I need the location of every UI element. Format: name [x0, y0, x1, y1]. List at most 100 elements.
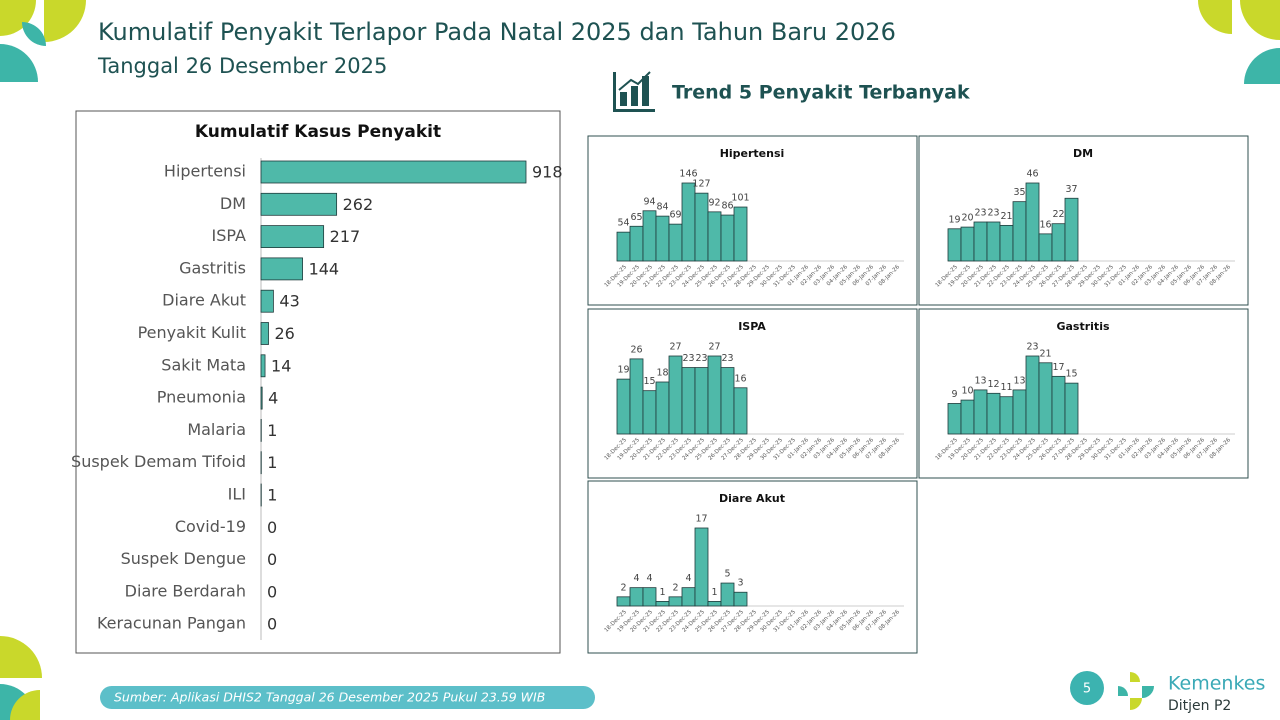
data-label: 17 [695, 514, 707, 525]
y-tick-label: Penyakit Kulit [138, 323, 246, 342]
data-label: 4 [268, 389, 278, 408]
data-label: 23 [721, 353, 733, 364]
chart-title: Hipertensi [720, 147, 785, 160]
data-label: 11 [1000, 382, 1012, 393]
bar [720, 367, 735, 435]
data-label: 19 [948, 214, 960, 225]
bar [694, 367, 709, 435]
bar [1051, 223, 1066, 262]
data-label: 146 [679, 169, 697, 180]
bar [260, 322, 269, 345]
bar [655, 601, 670, 607]
bar [1012, 201, 1027, 262]
bar [260, 257, 303, 281]
data-label: 13 [1013, 375, 1025, 386]
data-label: 16 [1039, 219, 1051, 230]
bar [733, 591, 748, 607]
data-label: 12 [987, 379, 999, 390]
bar [668, 223, 683, 262]
page-badge [1070, 671, 1104, 705]
y-tick-label: Pneumonia [157, 388, 246, 407]
y-tick-label: Suspek Dengue [121, 549, 246, 568]
chart-frame [918, 135, 1249, 306]
logo-name: Kemenkes [1168, 673, 1265, 695]
data-label: 16 [734, 373, 746, 384]
bar [668, 596, 683, 607]
data-label: 144 [309, 259, 340, 278]
chart-title: Gastritis [1056, 320, 1109, 333]
bar [260, 192, 338, 216]
data-label: 13 [974, 375, 986, 386]
bar [960, 226, 975, 262]
data-label: 1 [267, 421, 277, 440]
bar [986, 392, 1001, 435]
y-tick-label: Diare Berdarah [125, 581, 246, 600]
bar [616, 378, 631, 435]
bar [260, 386, 263, 410]
bar [986, 221, 1001, 262]
page-number: 5 [1083, 682, 1091, 697]
data-label: 21 [1039, 348, 1051, 359]
data-label: 27 [708, 342, 720, 353]
bar [1012, 389, 1027, 435]
data-label: 19 [617, 365, 629, 376]
data-label: 0 [267, 518, 277, 537]
data-label: 23 [974, 208, 986, 219]
y-tick-label: ILI [228, 485, 246, 504]
bar [720, 214, 735, 262]
data-label: 18 [656, 368, 668, 379]
trend-icon [613, 71, 655, 112]
chart-frame [587, 308, 918, 479]
logo-mark [1118, 672, 1154, 710]
bar [999, 396, 1014, 435]
data-label: 0 [267, 550, 277, 569]
bar [642, 390, 657, 435]
data-label: 65 [630, 212, 642, 223]
bar [999, 224, 1014, 262]
y-tick-label: Covid-19 [175, 517, 246, 536]
chart-frame [587, 480, 918, 654]
bar [694, 192, 709, 262]
data-label: 23 [695, 353, 707, 364]
data-label: 23 [1026, 342, 1038, 353]
source-pill [100, 686, 595, 709]
bar [733, 387, 748, 435]
bar [616, 596, 631, 607]
data-label: 37 [1065, 184, 1077, 195]
data-label: 17 [1052, 362, 1064, 373]
data-label: 54 [617, 218, 629, 229]
y-tick-label: ISPA [212, 226, 247, 245]
bar [629, 358, 644, 435]
bar [681, 367, 696, 435]
chart-title: Diare Akut [719, 492, 785, 505]
y-tick-label: Keracunan Pangan [97, 614, 246, 633]
data-label: 9 [951, 389, 957, 400]
bar [1038, 362, 1053, 435]
bar [681, 587, 696, 607]
bar [973, 389, 988, 435]
bar [1051, 375, 1066, 435]
bar [707, 211, 722, 262]
data-label: 84 [656, 202, 668, 213]
data-label: 4 [685, 573, 691, 584]
data-label: 1 [711, 587, 717, 598]
data-label: 5 [724, 569, 730, 580]
chart-title: DM [1073, 147, 1093, 160]
bar [668, 355, 683, 435]
data-label: 20 [961, 213, 973, 224]
logo-unit: Ditjen P2 [1168, 698, 1231, 714]
data-label: 10 [961, 386, 973, 397]
chart-title: ISPA [738, 320, 766, 333]
slide-title: Kumulatif Penyakit Terlapor Pada Natal 2… [98, 18, 896, 46]
data-label: 262 [343, 195, 374, 214]
bar [260, 289, 274, 313]
bar [973, 221, 988, 262]
y-tick-label: Sakit Mata [161, 355, 246, 374]
section-title: Trend 5 Penyakit Terbanyak [672, 82, 970, 104]
data-label: 2 [672, 582, 678, 593]
bar [629, 587, 644, 607]
data-label: 26 [630, 344, 642, 355]
bar [642, 587, 657, 607]
bar [1025, 355, 1040, 435]
